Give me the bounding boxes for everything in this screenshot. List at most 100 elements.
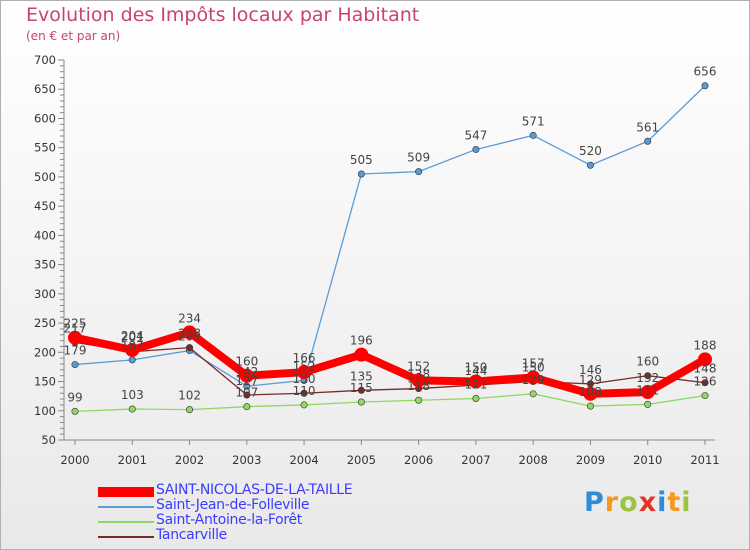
y-tick-label: 200: [34, 345, 56, 359]
data-label: 561: [636, 120, 659, 134]
legend-swatch-saint-nicolas: [98, 487, 154, 497]
x-tick-label: 2001: [118, 453, 147, 467]
data-point: [243, 391, 251, 399]
data-label: 234: [178, 311, 201, 325]
data-label: 208: [178, 327, 201, 341]
data-label: 146: [579, 363, 602, 377]
y-tick-label: 600: [34, 111, 56, 125]
x-tick-label: 2009: [576, 453, 605, 467]
series-line-3: [74, 341, 706, 396]
data-label: 110: [293, 384, 316, 398]
series-line-2: [74, 393, 706, 413]
data-label: 127: [235, 374, 258, 388]
data-label: 152: [293, 359, 316, 373]
data-point: [529, 390, 537, 398]
legend-item-saint-jean: Saint-Jean-de-Folleville: [98, 497, 398, 515]
data-label: 150: [464, 361, 487, 375]
data-point-main: [583, 386, 598, 401]
data-point: [186, 344, 194, 352]
x-tick-label: 2003: [232, 453, 261, 467]
data-label: 547: [464, 128, 487, 142]
x-tick-label: 2010: [633, 453, 662, 467]
data-label: 102: [178, 389, 201, 403]
legend-label-saint-nicolas: SAINT-NICOLAS-DE-LA-TAILLE: [156, 482, 353, 498]
y-tick-label: 450: [34, 199, 56, 213]
legend-swatch-saint-jean: [98, 506, 154, 508]
data-point: [128, 356, 136, 364]
y-tick-label: 300: [34, 287, 56, 301]
chart-title: Evolution des Impôts locaux par Habitant: [26, 4, 420, 26]
data-label: 656: [694, 65, 717, 79]
data-label: 126: [694, 375, 717, 389]
data-point-main: [640, 385, 655, 400]
data-point-main: [297, 365, 312, 380]
data-label: 115: [350, 381, 373, 395]
data-label: 188: [694, 338, 717, 352]
legend-label-tancarville: Tancarville: [156, 527, 227, 543]
data-label: 129: [579, 373, 602, 387]
data-label: 201: [121, 331, 144, 345]
data-label: 509: [407, 151, 430, 165]
legend-swatch-saint-antoine: [98, 521, 154, 523]
data-label: 99: [67, 390, 82, 404]
data-label: 196: [350, 334, 373, 348]
data-point: [243, 403, 251, 411]
data-point-main: [468, 374, 483, 389]
x-tick-label: 2004: [289, 453, 318, 467]
data-point: [415, 168, 423, 176]
data-point: [701, 82, 709, 90]
data-point: [128, 405, 136, 413]
data-label: 129: [522, 373, 545, 387]
data-point: [586, 402, 594, 410]
data-label: 121: [464, 377, 487, 391]
data-label: 217: [64, 321, 87, 335]
data-label: 225: [64, 317, 87, 331]
series-lines: [68, 82, 712, 415]
chart-subtitle: (en € et par an): [26, 29, 121, 43]
data-label: 108: [579, 385, 602, 399]
logo-letter: r: [604, 487, 620, 518]
logo-letter: x: [638, 487, 658, 518]
logo-letter: o: [619, 487, 639, 518]
x-tick-label: 2002: [175, 453, 204, 467]
data-label: 187: [121, 339, 144, 353]
y-tick-label: 50: [41, 433, 56, 447]
data-point: [472, 145, 480, 153]
data-label: 111: [636, 383, 659, 397]
data-label: 160: [235, 355, 258, 369]
data-label: 160: [636, 355, 659, 369]
series-line-1: [74, 85, 706, 387]
data-label: 135: [350, 369, 373, 383]
data-point: [300, 401, 308, 409]
data-point-main: [526, 370, 541, 385]
data-label: 118: [407, 379, 430, 393]
data-point: [186, 406, 194, 414]
data-point: [529, 131, 537, 139]
data-point: [357, 398, 365, 406]
data-label: 157: [522, 356, 545, 370]
axes: 50 100 150 200 250 300 350 400 450 500 550 600 650 70…: [34, 53, 720, 467]
data-label: 132: [636, 371, 659, 385]
data-label: 130: [293, 372, 316, 386]
data-point: [415, 396, 423, 404]
x-tick-label: 2008: [519, 453, 548, 467]
data-point: [701, 392, 709, 400]
data-label: 179: [64, 344, 87, 358]
data-label: 103: [121, 388, 144, 402]
legend-label-saint-antoine: Saint-Antoine-la-Forêt: [156, 512, 302, 528]
data-point: [300, 389, 308, 397]
x-tick-label: 2000: [60, 453, 89, 467]
data-point: [644, 400, 652, 408]
proxiti-logo: Proxiti: [584, 487, 692, 518]
data-point: [586, 161, 594, 169]
data-point: [357, 170, 365, 178]
legend-item-tancarville: Tancarville: [98, 527, 398, 545]
legend-item-saint-antoine: Saint-Antoine-la-Forêt: [98, 512, 398, 530]
data-label: 144: [464, 364, 487, 378]
data-point: [701, 379, 709, 387]
y-tick-label: 550: [34, 141, 56, 155]
data-point-main: [411, 373, 426, 388]
y-tick-label: 250: [34, 316, 56, 330]
data-point-main: [125, 342, 140, 357]
